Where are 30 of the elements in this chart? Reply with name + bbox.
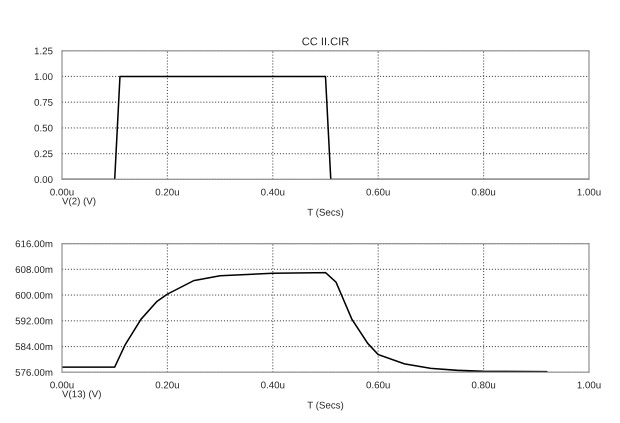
y-tick-label: 0.50 [34,124,53,132]
y-tick-label: 592.00m [16,318,52,324]
x-tick-label: 0.60u [366,382,390,388]
y-tick-label: 600.00m [16,292,52,299]
x-tick-label: 0.80u [472,188,496,196]
y-tick-label: 608.00m [16,266,52,273]
line-series [62,272,548,372]
y-tick-label: 0.00 [34,176,53,183]
x-tick-label: 0.20u [156,188,179,196]
y-tick-label: 0.25 [34,150,53,158]
text: V(13) (V) [62,390,101,400]
x-tick-label: 0.60u [366,188,390,196]
y-tick-label: 1.00 [34,73,53,80]
x-tick-label: 0.80u [472,382,496,388]
x-tick-label: 0.00u [50,188,74,196]
x-tick-label: 1.00u [578,382,601,388]
x-tick-label: 1.00u [578,188,601,196]
x-axis-title: T (Secs) [307,401,344,410]
y-tick-label: 584.00m [16,343,52,350]
x-tick-label: 0.00u [50,382,74,388]
y-tick-label: 616.00m [16,240,52,248]
x-axis-title: T (Secs) [307,208,344,218]
y-tick-label: 576.00m [16,368,52,376]
y-tick-label: 0.75 [34,98,53,106]
x-tick-label: 0.40u [261,188,284,196]
x-tick-label: 0.40u [261,382,284,388]
x-tick-label: 0.20u [156,382,179,388]
y-tick-label: 1.25 [34,47,53,54]
text: V(2) (V) [62,197,96,206]
chart-title: CC II.CIR [302,37,349,46]
